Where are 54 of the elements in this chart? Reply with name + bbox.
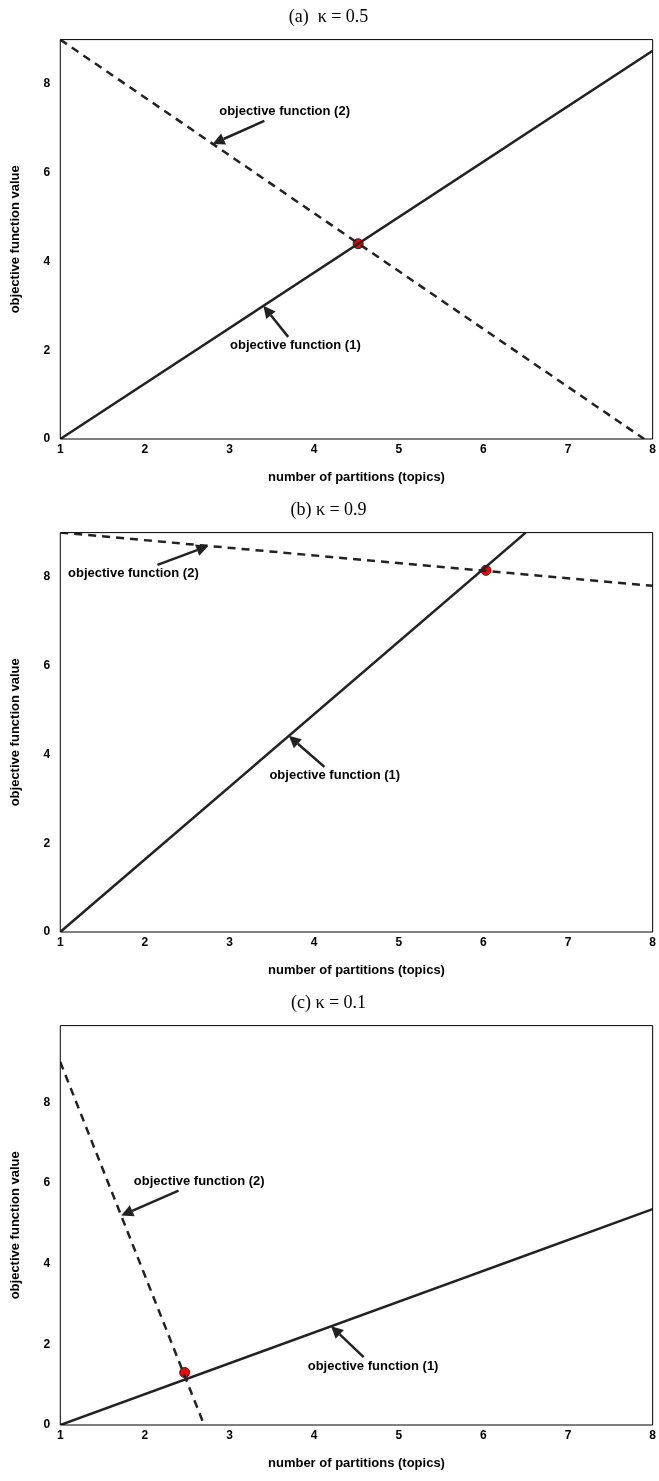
y-tick-label: 8 [43, 569, 51, 584]
chart-title: (b) κ = 0.9 [290, 498, 367, 520]
x-tick-label: 6 [480, 1427, 488, 1442]
x-tick-label: 5 [395, 441, 403, 456]
annotation: objective function (2) [133, 1173, 265, 1189]
y-tick-label: 4 [43, 1255, 51, 1270]
chart-title: (a) κ = 0.5 [288, 5, 369, 27]
x-tick-label: 5 [395, 1427, 403, 1442]
x-tick-label: 7 [564, 1427, 572, 1442]
annotation: objective function (2) [219, 103, 350, 119]
x-tick-label: 4 [310, 441, 318, 456]
x-tick-label: 6 [480, 934, 488, 949]
y-axis-title: objective function value [7, 165, 23, 314]
chart-title: (c) κ = 0.1 [290, 991, 367, 1013]
y-tick-label: 4 [43, 746, 51, 761]
y-tick-label: 2 [43, 1336, 51, 1351]
x-tick-label: 3 [226, 1427, 234, 1442]
annotation: objective function (1) [307, 1357, 439, 1373]
y-tick-label: 6 [43, 165, 51, 180]
x-tick-label: 4 [310, 934, 318, 949]
x-tick-label: 2 [141, 441, 149, 456]
y-tick-label: 0 [43, 431, 51, 446]
y-tick-label: 8 [43, 1094, 51, 1109]
x-tick-label: 4 [310, 1427, 318, 1442]
x-tick-label: 2 [141, 934, 149, 949]
x-tick-label: 7 [564, 934, 572, 949]
y-axis-title: objective function value [7, 1151, 23, 1300]
y-tick-label: 6 [43, 658, 51, 673]
x-axis-title: number of partitions (topics) [267, 1454, 445, 1470]
x-tick-label: 1 [56, 441, 64, 456]
x-tick-label: 3 [226, 934, 234, 949]
annotation: objective function (2) [68, 565, 199, 581]
annotation: objective function (1) [230, 337, 361, 353]
x-tick-label: 8 [649, 1427, 657, 1442]
annotation: objective function (1) [269, 767, 401, 783]
y-tick-label: 0 [43, 924, 51, 939]
y-tick-label: 2 [43, 342, 51, 357]
x-tick-label: 1 [56, 1427, 64, 1442]
y-tick-label: 4 [43, 253, 51, 268]
y-tick-label: 0 [43, 1417, 51, 1432]
x-tick-label: 6 [480, 441, 488, 456]
x-tick-label: 1 [56, 934, 64, 949]
x-tick-label: 5 [395, 934, 403, 949]
x-tick-label: 3 [226, 441, 234, 456]
y-tick-label: 6 [43, 1175, 51, 1190]
y-tick-label: 2 [43, 835, 51, 850]
x-tick-label: 8 [649, 934, 657, 949]
y-axis-title: objective function value [7, 658, 23, 807]
x-tick-label: 7 [564, 441, 572, 456]
x-tick-label: 8 [649, 441, 657, 456]
y-tick-label: 8 [43, 76, 51, 91]
x-axis-title: number of partitions (topics) [267, 468, 445, 484]
x-axis-title: number of partitions (topics) [267, 961, 445, 977]
x-tick-label: 2 [141, 1427, 149, 1442]
